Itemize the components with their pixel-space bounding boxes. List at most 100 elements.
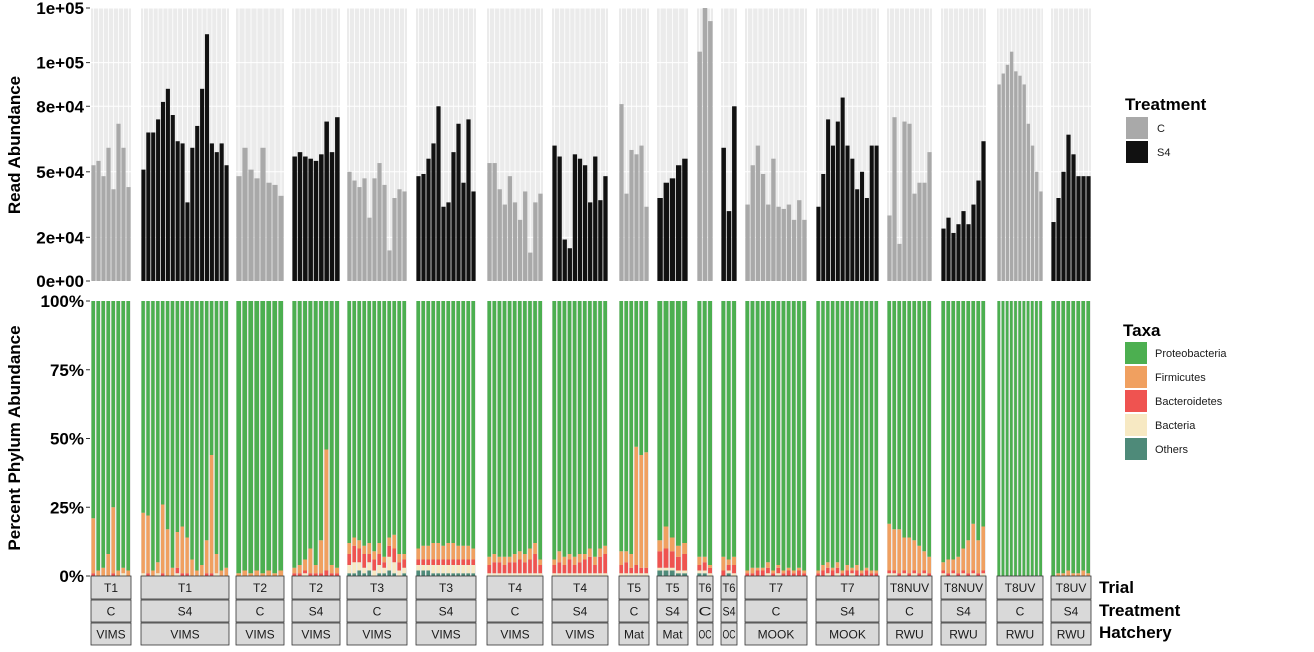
read-abundance-bar: [644, 206, 649, 281]
strip-treatment: [235, 599, 285, 623]
taxa-bar-segment-proteobacteria: [272, 301, 277, 574]
strip-treatment-label: C: [1016, 605, 1025, 619]
taxa-bar-segment-bacteria: [372, 570, 376, 576]
taxa-bar-segment-proteobacteria: [292, 301, 297, 568]
read-abundance-bar: [682, 158, 688, 281]
read-abundance-bar: [830, 145, 835, 281]
taxa-bar-segment-proteobacteria: [126, 301, 130, 571]
read-abundance-bar: [582, 165, 588, 281]
taxa-bar-segment-bacteroidetes: [431, 559, 435, 565]
strip-hatchery-label: MOOK: [829, 628, 866, 642]
taxa-bar-segment-firmicutes: [367, 543, 371, 554]
taxa-bar-segment-proteobacteria: [1086, 301, 1090, 574]
strip-hatchery: [140, 622, 230, 646]
taxa-bar-segment-others: [382, 573, 386, 576]
read-abundance-bar: [766, 204, 771, 281]
taxa-bar-segment-bacteroidetes: [922, 570, 926, 574]
taxa-bar-segment-firmicutes: [577, 554, 582, 563]
taxa-bar-segment-others: [446, 573, 450, 576]
taxa-bar-segment-proteobacteria: [214, 301, 219, 554]
strip-treatment: [940, 599, 987, 623]
read-abundance-bar: [750, 165, 755, 281]
taxa-bar-segment-others: [426, 570, 430, 576]
taxa-bar-segment-bacteroidetes: [160, 573, 165, 576]
taxa-bar-segment-bacteroidetes: [372, 559, 376, 571]
taxa-bar-segment-bacteroidetes: [702, 562, 707, 571]
taxa-bar-segment-bacteroidetes: [402, 559, 406, 568]
taxa-bar-segment-bacteroidetes: [352, 545, 356, 563]
taxa-bar-segment-bacteroidetes: [209, 573, 214, 576]
taxa-bar-segment-bacteria: [441, 565, 445, 574]
taxa-bar-segment-proteobacteria: [721, 301, 726, 557]
taxa-bar-segment-proteobacteria: [1035, 301, 1038, 576]
taxa-bar-segment-proteobacteria: [195, 301, 199, 571]
taxa-bar-segment-proteobacteria: [170, 301, 175, 568]
taxa-bar-segment-proteobacteria: [1022, 301, 1026, 576]
taxa-bar-segment-bacteroidetes: [347, 554, 351, 565]
taxa-bar-segment-bacteroidetes: [961, 570, 965, 574]
read-abundance-bar: [402, 191, 407, 281]
taxa-bar-segment-bacteroidetes: [682, 554, 687, 571]
taxa-bar-segment-firmicutes: [702, 556, 707, 563]
taxa-legend-swatch: [1125, 342, 1147, 364]
read-abundance-bar: [507, 176, 513, 281]
taxa-bar-segment-firmicutes: [624, 551, 628, 563]
taxa-bar-segment-proteobacteria: [421, 301, 425, 546]
taxa-bar-segment-bacteria: [528, 573, 532, 576]
taxa-bar-segment-proteobacteria: [319, 301, 323, 541]
strip-trial-label: T2: [309, 581, 323, 595]
strip-treatment: [656, 599, 689, 623]
taxa-bar-segment-bacteroidetes: [297, 573, 302, 576]
strip-trial: [618, 575, 650, 600]
taxa-bar-segment-proteobacteria: [466, 301, 470, 546]
taxa-bar-segment-proteobacteria: [236, 301, 241, 574]
taxa-bar-segment-firmicutes: [708, 565, 712, 568]
taxa-bar-segment-proteobacteria: [552, 301, 557, 560]
taxa-bar-segment-proteobacteria: [593, 301, 597, 557]
read-abundance-bar: [431, 143, 436, 281]
read-abundance-bar: [303, 156, 308, 281]
taxa-bar-segment-firmicutes: [721, 556, 726, 571]
taxa-bar-segment-bacteroidetes: [335, 573, 339, 576]
taxa-bar-segment-bacteroidetes: [663, 548, 669, 568]
taxa-bar-segment-bacteroidetes: [324, 570, 329, 576]
read-abundance-bar: [461, 182, 466, 281]
read-abundance-bar: [204, 34, 210, 281]
taxa-bar-segment-bacteria: [492, 573, 497, 576]
strip-treatment: [886, 599, 933, 623]
taxa-bar-segment-others: [421, 570, 425, 576]
read-abundance-bar: [426, 158, 431, 281]
read-abundance-bar: [1035, 171, 1039, 281]
taxa-bar-segment-others: [451, 573, 455, 576]
taxa-bar-segment-firmicutes: [961, 548, 965, 571]
read-abundance-bar: [588, 202, 593, 281]
bottom-facet-background: [745, 301, 807, 576]
taxa-bar-segment-bacteroidetes: [726, 565, 731, 571]
taxa-bar-segment-proteobacteria: [308, 301, 313, 549]
taxa-bar-segment-proteobacteria: [760, 301, 765, 568]
taxa-bar-segment-proteobacteria: [869, 301, 874, 571]
taxa-bar-segment-firmicutes: [791, 570, 796, 574]
taxa-bar-segment-firmicutes: [682, 543, 687, 554]
taxa-bar-segment-proteobacteria: [165, 301, 170, 530]
read-abundance-bar: [297, 152, 303, 281]
taxa-bar-segment-firmicutes: [966, 540, 970, 574]
strip-hatchery-label: Mat: [624, 628, 645, 642]
taxa-bar-segment-proteobacteria: [997, 301, 1001, 576]
taxa-bar-segment-proteobacteria: [106, 301, 110, 554]
taxa-bar-segment-firmicutes: [766, 562, 770, 568]
read-abundance-bar: [726, 211, 732, 281]
taxa-bar-segment-firmicutes: [835, 562, 840, 568]
taxa-legend-label: Proteobacteria: [1155, 348, 1227, 360]
strip-hatchery-label: VIMS: [170, 628, 199, 642]
taxa-bar-segment-bacteroidetes: [436, 559, 440, 565]
taxa-bar-segment-firmicutes: [855, 565, 859, 571]
read-abundance-bar: [1001, 73, 1005, 282]
taxa-bar-segment-firmicutes: [436, 543, 440, 560]
read-abundance-bar: [892, 117, 897, 281]
taxa-bar-segment-bacteroidetes: [441, 559, 445, 565]
strip-treatment: [415, 599, 477, 623]
read-abundance-bar: [981, 141, 986, 281]
taxa-bar-segment-firmicutes: [492, 554, 497, 563]
read-abundance-bar: [175, 141, 180, 281]
